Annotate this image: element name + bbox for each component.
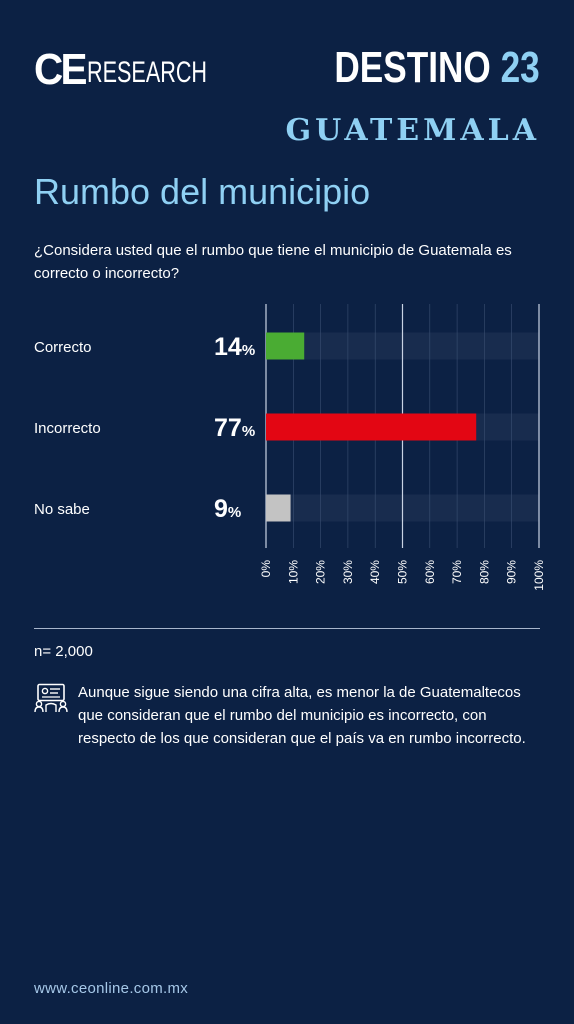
- value-label: 14%: [214, 333, 255, 361]
- value-label: 77%: [214, 414, 255, 442]
- category-label: No sabe: [34, 501, 90, 518]
- page-title: Rumbo del municipio: [34, 171, 371, 212]
- region-label: GUATEMALA: [285, 113, 540, 148]
- x-tick-label: 0%: [259, 560, 273, 578]
- ce-research-logo: CE RESEARCH: [34, 44, 254, 92]
- website-link[interactable]: www.ceonline.com.mx: [34, 980, 189, 997]
- sample-size: n= 2,000: [34, 643, 93, 660]
- logo-ce-text: CE: [34, 45, 87, 94]
- x-tick-label: 100%: [532, 560, 546, 591]
- x-tick-label: 30%: [341, 560, 355, 584]
- logo-destino-text: DESTINO: [334, 43, 492, 92]
- divider: [34, 628, 540, 629]
- category-label: Incorrecto: [34, 420, 101, 437]
- x-tick-label: 70%: [450, 560, 464, 584]
- x-tick-label: 90%: [505, 560, 519, 584]
- presentation-icon: [34, 683, 68, 713]
- value-label: 9%: [214, 495, 241, 523]
- logo-research-text: RESEARCH: [87, 56, 208, 89]
- bar: [266, 494, 291, 522]
- bar: [266, 413, 477, 441]
- category-label: Correcto: [34, 339, 92, 356]
- logo-destino-number: 23: [500, 43, 540, 92]
- x-tick-label: 80%: [477, 560, 491, 584]
- x-tick-label: 50%: [396, 560, 410, 584]
- bar: [266, 332, 305, 360]
- destino-logo: DESTINO 23: [335, 44, 540, 92]
- bar-chart: Correcto Incorrecto No sabe 14% 77% 9% 0% 10% 20…: [34, 304, 546, 591]
- x-tick-label: 60%: [423, 560, 437, 584]
- insight-note: Aunque sigue siendo una cifra alta, es m…: [78, 684, 526, 747]
- x-tick-label: 10%: [286, 560, 300, 584]
- survey-question: ¿Considera usted que el rumbo que tiene …: [34, 242, 512, 282]
- x-tick-label: 20%: [314, 560, 328, 584]
- x-tick-label: 40%: [368, 560, 382, 584]
